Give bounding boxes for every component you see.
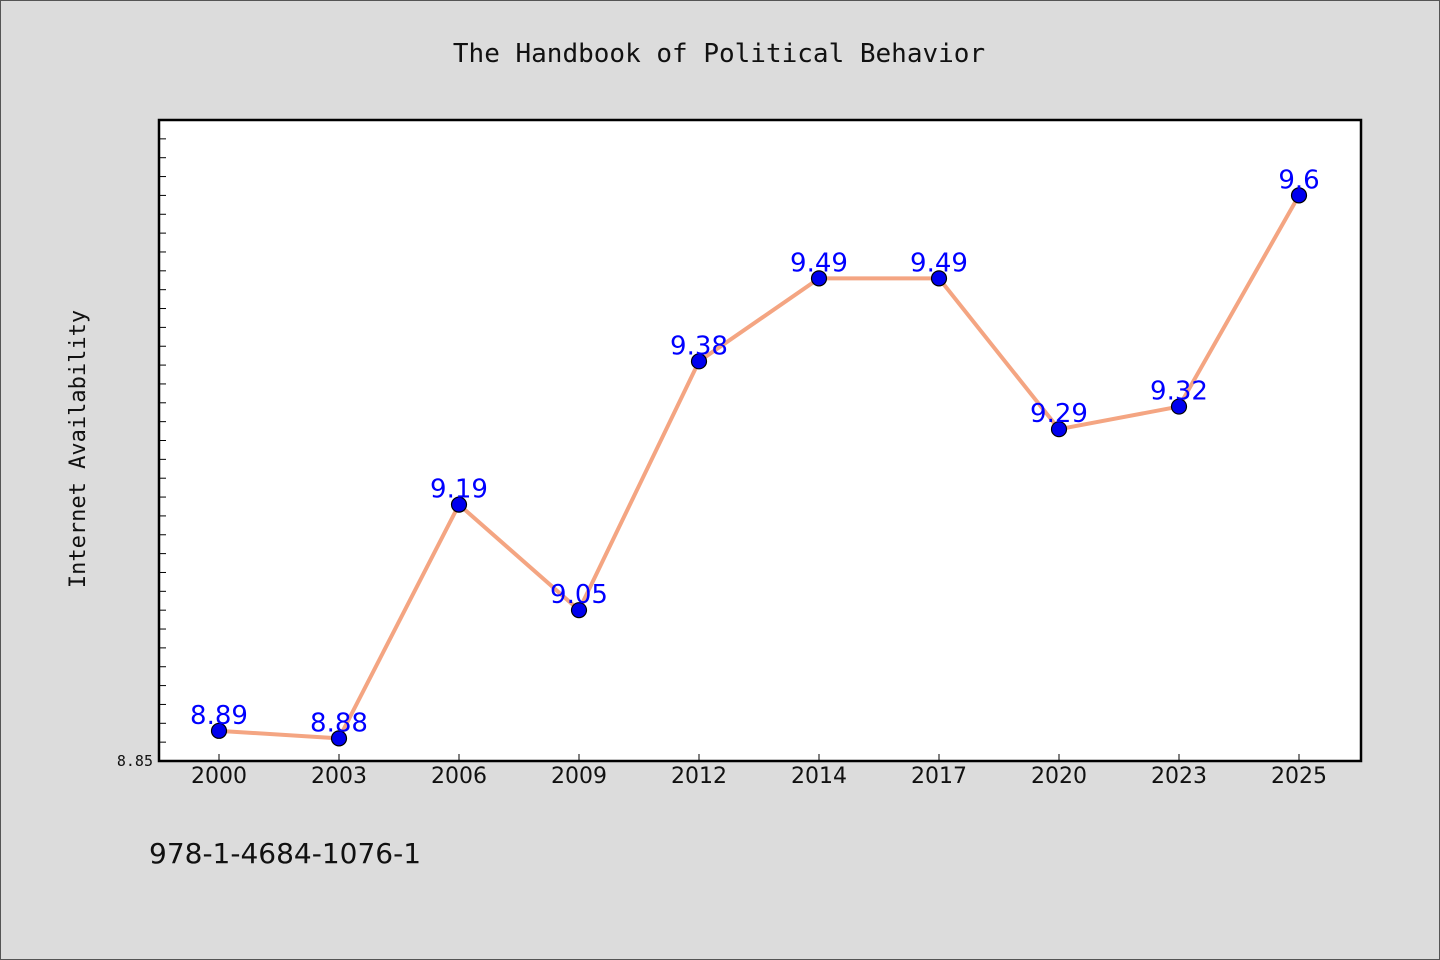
data-label-2020: 9.29: [1030, 399, 1088, 429]
x-tick-label-2: 2006: [431, 764, 487, 789]
x-tick-label-3: 2009: [551, 764, 607, 789]
x-tick-label-9: 2025: [1271, 764, 1327, 789]
x-tick-label-5: 2014: [791, 764, 847, 789]
data-label-2012: 9.38: [670, 331, 728, 361]
series-group: [217, 193, 1301, 741]
data-label-2017: 9.49: [910, 248, 968, 278]
data-label-2000: 8.89: [190, 701, 248, 731]
x-tick-label-7: 2020: [1031, 764, 1087, 789]
data-label-2009: 9.05: [550, 580, 608, 610]
data-label-2014: 9.49: [790, 248, 848, 278]
data-label-2003: 8.88: [310, 708, 368, 738]
y-axis-tick-labels: 8.85: [117, 752, 153, 770]
x-tick-label-1: 2003: [311, 764, 367, 789]
x-axis-ticks: [218, 754, 1300, 761]
data-point-2006: [450, 496, 468, 513]
plot-area: [157, 118, 1363, 763]
data-point-2025: [1290, 187, 1308, 204]
y-axis-ticks: [159, 138, 166, 743]
data-point-2003: [330, 730, 348, 747]
data-label-2023: 9.32: [1150, 377, 1208, 407]
data-labels: 8.89 8.88 9.19 9.05 9.38 9.49 9.49 9.29 9.32 9.6: [190, 165, 1320, 738]
series-line: [217, 193, 1301, 741]
chart-title: The Handbook of Political Behavior: [453, 39, 985, 69]
x-tick-label-6: 2017: [911, 764, 967, 789]
data-point-2009: [570, 602, 588, 619]
data-markers: [210, 187, 1308, 747]
x-tick-label-4: 2012: [671, 764, 727, 789]
data-point-2014: [810, 270, 828, 287]
data-point-2000: [210, 722, 228, 739]
data-point-2017: [930, 270, 948, 287]
data-point-2020: [1050, 421, 1068, 438]
x-tick-label-8: 2023: [1151, 764, 1207, 789]
data-label-2006: 9.19: [430, 475, 488, 505]
isbn-footer: 978-1-4684-1076-1: [149, 837, 421, 870]
y-tick-label-0: 8.85: [117, 752, 153, 770]
x-axis-tick-labels: 2000 2003 2006 2009 2012 2014 2017 2020 2023 2025: [191, 764, 1327, 789]
y-axis-label: Internet Availability: [66, 310, 91, 588]
data-point-2023: [1170, 398, 1188, 415]
x-tick-label-0: 2000: [191, 764, 247, 789]
data-point-2012: [690, 353, 708, 370]
data-label-2025: 9.6: [1278, 165, 1319, 195]
